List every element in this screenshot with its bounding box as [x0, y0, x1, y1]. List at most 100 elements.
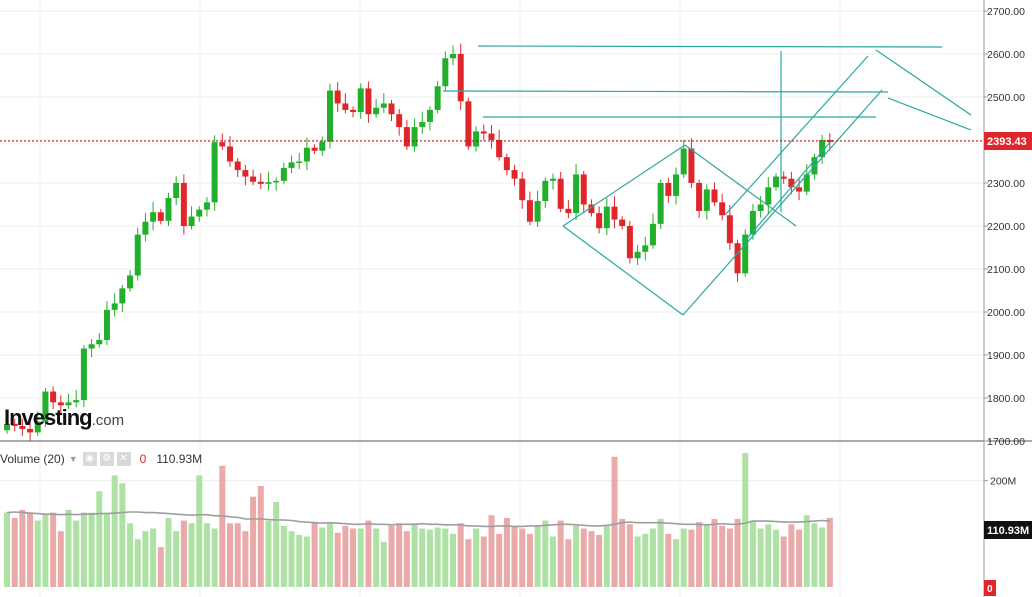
volume-bar — [826, 517, 833, 587]
volume-tick-label: 200M — [990, 476, 1016, 488]
volume-bar — [649, 528, 656, 587]
eye-icon[interactable]: ◉ — [82, 452, 97, 466]
diamond-top-right-edge[interactable] — [684, 144, 797, 227]
volume-bar — [596, 534, 603, 587]
resistance-line-2510[interactable] — [442, 90, 889, 93]
price-tick-label: 1800.00 — [987, 393, 1025, 405]
candle-body — [649, 223, 656, 246]
candle-body — [734, 243, 741, 274]
candle-body — [234, 161, 241, 171]
candle-body — [619, 219, 626, 226]
channel-mid-line[interactable] — [743, 139, 833, 243]
volume-bar — [780, 536, 787, 587]
volume-moving-average — [6, 511, 830, 528]
candle-body — [19, 425, 26, 429]
volume-bar — [303, 536, 310, 587]
candle-body — [11, 423, 18, 426]
candle-body — [334, 90, 341, 104]
volume-bar — [473, 528, 480, 587]
projection-line-upper[interactable] — [875, 49, 972, 116]
candle-body — [688, 148, 695, 183]
channel-upper-line[interactable] — [724, 55, 869, 216]
candle-body — [288, 162, 295, 168]
projection-line-lower[interactable] — [887, 97, 972, 131]
candle-body — [380, 103, 387, 108]
volume-bars — [4, 453, 833, 587]
candle-body — [357, 88, 364, 113]
volume-bar — [211, 528, 218, 587]
candle-body — [396, 114, 403, 128]
price-tick-label: 1700.00 — [987, 436, 1025, 448]
candle-body — [549, 178, 556, 181]
volume-bar — [588, 531, 595, 587]
candle-body — [657, 183, 664, 224]
volume-indicator-label: Volume (20) — [0, 452, 65, 466]
candle-body — [642, 245, 649, 252]
volume-bar — [380, 541, 387, 587]
candle-body — [273, 180, 280, 183]
candle-body — [219, 142, 226, 147]
settings-icon[interactable]: ⚙ — [99, 452, 114, 466]
volume-bar — [150, 528, 157, 587]
volume-indicator-value: 110.93M — [156, 452, 203, 466]
diamond-top-left-edge[interactable] — [562, 144, 686, 227]
candle-body — [519, 178, 526, 201]
candle-body — [726, 215, 733, 244]
candle-body — [57, 402, 64, 406]
volume-bar — [173, 531, 180, 587]
candle-body — [634, 251, 641, 259]
candle-body — [227, 146, 234, 162]
volume-bar — [57, 531, 64, 587]
candle-body — [773, 176, 779, 188]
volume-bar — [642, 533, 649, 587]
candle-body — [157, 212, 164, 221]
price-tick-label: 2000.00 — [987, 307, 1025, 319]
volume-indicator-zero: 0 — [139, 452, 147, 466]
volume-zero-badge-label: 0 — [987, 584, 993, 595]
volume-bar — [11, 517, 18, 587]
volume-bar — [342, 525, 349, 587]
volume-badge: 110.93M — [984, 521, 1032, 539]
candle-body — [757, 204, 764, 211]
candle-body — [780, 176, 787, 179]
diamond-bottom-left-edge[interactable] — [562, 225, 684, 316]
candle-body — [134, 234, 141, 276]
volume-bar — [188, 523, 195, 587]
candle-body — [457, 54, 464, 102]
candle-body — [303, 147, 310, 162]
volume-bar — [434, 527, 441, 587]
candle-body — [765, 187, 772, 205]
candle-body — [80, 348, 87, 401]
volume-bar — [42, 513, 49, 587]
candle-body — [311, 147, 318, 151]
candle-body — [703, 189, 710, 211]
volume-bar — [711, 518, 718, 587]
volume-bar — [773, 529, 779, 587]
trendlines[interactable] — [442, 45, 972, 316]
close-icon[interactable]: ✕ — [116, 452, 131, 466]
candle-body — [203, 202, 210, 210]
volume-bar — [657, 518, 664, 587]
chevron-down-icon[interactable]: ▼ — [68, 454, 78, 464]
candle-body — [419, 121, 426, 128]
volume-bar — [265, 520, 272, 587]
volume-bar — [442, 528, 449, 587]
candle-body — [4, 423, 10, 431]
volume-bar — [273, 501, 280, 587]
volume-bar — [357, 528, 364, 587]
candle-body — [426, 109, 433, 122]
logo-suffix: .com — [91, 412, 125, 429]
volume-bar — [673, 539, 680, 587]
candle-body — [803, 174, 810, 192]
candle-body — [480, 131, 487, 134]
volume-indicator-header: Volume (20) ▼ ◉ ⚙ ✕ 0 110.93M — [0, 451, 202, 467]
volume-bar — [811, 523, 818, 587]
candle-body — [665, 183, 672, 196]
candle-body — [588, 204, 595, 214]
resistance-line-2610[interactable] — [477, 45, 943, 48]
volume-bar — [373, 528, 380, 587]
channel-lower-line[interactable] — [682, 89, 883, 316]
candle-body — [65, 402, 72, 406]
candle-body — [534, 201, 541, 222]
